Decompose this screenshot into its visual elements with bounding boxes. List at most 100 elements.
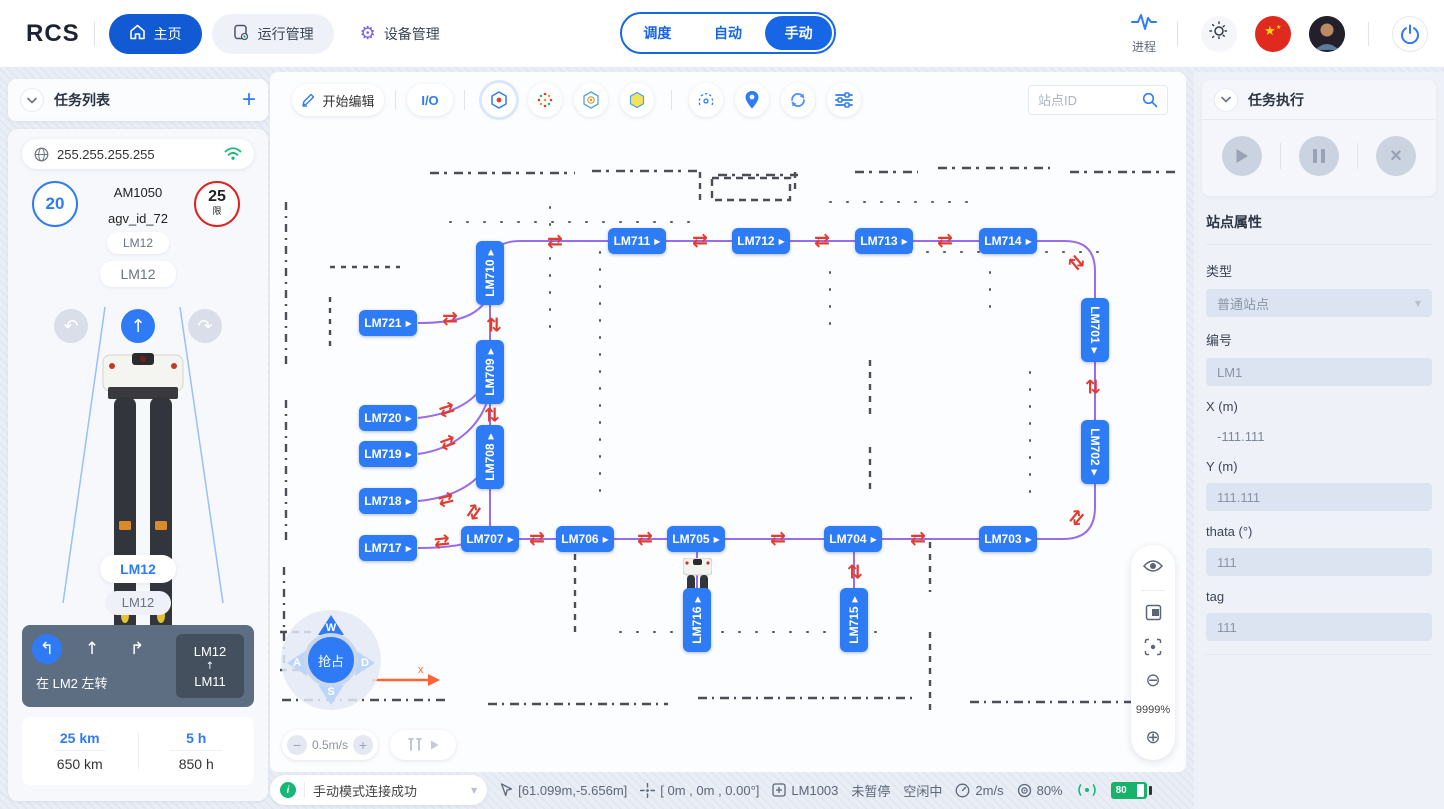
- map-station-LM721[interactable]: LM721 ▶: [359, 310, 417, 336]
- map-station-LM708[interactable]: LM708 ▶: [476, 425, 504, 489]
- task-play-button[interactable]: [1222, 136, 1262, 176]
- visibility-button[interactable]: [1142, 558, 1164, 576]
- nav-device[interactable]: ⚙ 设备管理: [340, 14, 460, 54]
- relocate-button[interactable]: [689, 83, 723, 117]
- station-direction-icon: ▶: [485, 348, 495, 355]
- joystick-down-key[interactable]: S: [318, 685, 344, 705]
- center-view-button[interactable]: [1144, 638, 1162, 659]
- screenshot-button[interactable]: [1145, 604, 1162, 624]
- map-station-LM703[interactable]: LM703 ▶: [979, 526, 1037, 552]
- filter-settings-button[interactable]: [827, 83, 861, 117]
- map-station-LM719[interactable]: LM719 ▶: [359, 441, 417, 467]
- path-direction-arrows: ⇄: [910, 527, 926, 550]
- divider: [395, 90, 396, 110]
- search-icon[interactable]: [1142, 92, 1158, 108]
- map-station-LM716[interactable]: LM716 ▶: [683, 588, 711, 652]
- map-station-LM702[interactable]: LM702 ▶: [1081, 420, 1109, 484]
- turn-right-button[interactable]: ↷: [188, 309, 222, 343]
- map-station-LM705[interactable]: LM705 ▶: [667, 526, 725, 552]
- turn-left-button[interactable]: ↶: [54, 309, 88, 343]
- map-station-LM710[interactable]: LM710 ▶: [476, 241, 504, 305]
- map-station-LM715[interactable]: LM715 ▶: [840, 588, 868, 652]
- collapse-task-list-button[interactable]: [20, 88, 44, 112]
- joystick-up-key[interactable]: W: [318, 615, 344, 635]
- fork-control[interactable]: [390, 730, 456, 760]
- speed-increase-button[interactable]: +: [352, 735, 373, 755]
- collapse-task-exec-button[interactable]: [1214, 87, 1238, 112]
- station-y-input[interactable]: 111.111: [1206, 483, 1432, 511]
- path-direction-arrows: ⇄: [547, 230, 563, 253]
- turn-right-icon: ↷: [197, 315, 213, 337]
- layer-stations-button[interactable]: [482, 83, 516, 117]
- agv-tag-large: LM12: [100, 261, 176, 287]
- connection-message[interactable]: i 手动模式连接成功 ▼: [270, 775, 488, 805]
- station-x-value: -111.111: [1217, 429, 1265, 444]
- station-direction-icon: ▶: [901, 236, 908, 246]
- path-direction-arrows: ⇄: [529, 527, 545, 550]
- refresh-button[interactable]: [781, 83, 815, 117]
- zoom-in-button[interactable]: ⊕: [1145, 727, 1161, 748]
- process-button[interactable]: 进程: [1131, 12, 1157, 55]
- battery-percent: 80: [1115, 784, 1127, 796]
- power-button[interactable]: [1392, 15, 1428, 52]
- locate-button[interactable]: [735, 83, 769, 117]
- chevron-down-icon[interactable]: ▼: [471, 785, 478, 795]
- joystick-right-key[interactable]: D: [355, 650, 375, 676]
- mode-auto[interactable]: 自动: [714, 25, 742, 41]
- seize-control-button[interactable]: 抢占: [304, 633, 358, 687]
- next-station-pill: LM12: [105, 591, 171, 615]
- language-flag-button[interactable]: ★ ★: [1255, 15, 1291, 52]
- map-station-LM713[interactable]: LM713 ▶: [855, 228, 913, 254]
- map-station-LM717[interactable]: LM717 ▶: [359, 535, 417, 561]
- home-icon: [129, 24, 146, 43]
- start-edit-button[interactable]: 开始编辑: [292, 84, 384, 116]
- task-cancel-button[interactable]: ×: [1376, 136, 1416, 176]
- io-button[interactable]: I/O: [407, 84, 453, 116]
- divider: [671, 90, 672, 110]
- nav-device-label: 设备管理: [383, 25, 440, 42]
- station-direction-icon: ▶: [405, 543, 412, 553]
- path-direction-arrows: ⇄: [937, 229, 953, 252]
- map-station-LM706[interactable]: LM706 ▶: [556, 526, 614, 552]
- station-tag-input[interactable]: 111: [1206, 613, 1432, 641]
- user-avatar[interactable]: [1309, 15, 1345, 52]
- app-logo: RCS: [26, 19, 80, 47]
- signal-icon: [1077, 784, 1096, 796]
- map-station-LM704[interactable]: LM704 ▶: [824, 526, 882, 552]
- add-task-button[interactable]: +: [241, 86, 256, 113]
- map-station-LM712[interactable]: LM712 ▶: [732, 228, 790, 254]
- agv-ip-row[interactable]: 255.255.255.255: [22, 139, 254, 169]
- map-station-LM714[interactable]: LM714 ▶: [979, 228, 1037, 254]
- map-station-LM718[interactable]: LM718 ▶: [359, 488, 417, 514]
- layer-pointcloud-button[interactable]: [528, 83, 562, 117]
- map-station-LM709[interactable]: LM709 ▶: [476, 340, 504, 404]
- station-number-input[interactable]: LM1: [1206, 358, 1432, 386]
- lidar-point-cloud: [280, 166, 1178, 712]
- map-canvas[interactable]: LM710 ▶ LM711 ▶ LM712 ▶ LM713 ▶ LM714 ▶ LM701 ▶ LM70…: [270, 72, 1186, 772]
- map-station-LM720[interactable]: LM720 ▶: [359, 405, 417, 431]
- yellow-hexagon-icon: [629, 91, 645, 109]
- zoom-out-button[interactable]: ⊖: [1145, 670, 1161, 691]
- speed-decrease-button[interactable]: −: [287, 735, 307, 755]
- map-station-LM711[interactable]: LM711 ▶: [608, 228, 666, 254]
- layer-zones-button[interactable]: [620, 83, 654, 117]
- layer-regions-button[interactable]: [574, 83, 608, 117]
- divider: [1368, 21, 1369, 46]
- theme-toggle-button[interactable]: [1201, 15, 1237, 52]
- nav-operation[interactable]: 运行管理: [211, 13, 334, 54]
- mode-dispatch[interactable]: 调度: [643, 25, 672, 41]
- nav-home[interactable]: 主页: [108, 13, 202, 54]
- station-direction-icon: ▶: [405, 318, 412, 328]
- station-search-input[interactable]: [1038, 92, 1142, 108]
- close-icon: ×: [1390, 144, 1402, 167]
- go-straight-button[interactable]: ↑: [121, 309, 155, 343]
- mode-manual[interactable]: 手动: [765, 16, 833, 50]
- map-station-LM707[interactable]: LM707 ▶: [461, 526, 519, 552]
- power-icon: [1401, 24, 1419, 44]
- station-direction-icon: ▶: [778, 236, 785, 246]
- station-theta-input[interactable]: 111: [1206, 548, 1432, 576]
- station-type-select[interactable]: 普通站点 ▼: [1206, 289, 1432, 317]
- task-pause-button[interactable]: [1299, 136, 1339, 176]
- map-station-LM701[interactable]: LM701 ▶: [1081, 298, 1109, 362]
